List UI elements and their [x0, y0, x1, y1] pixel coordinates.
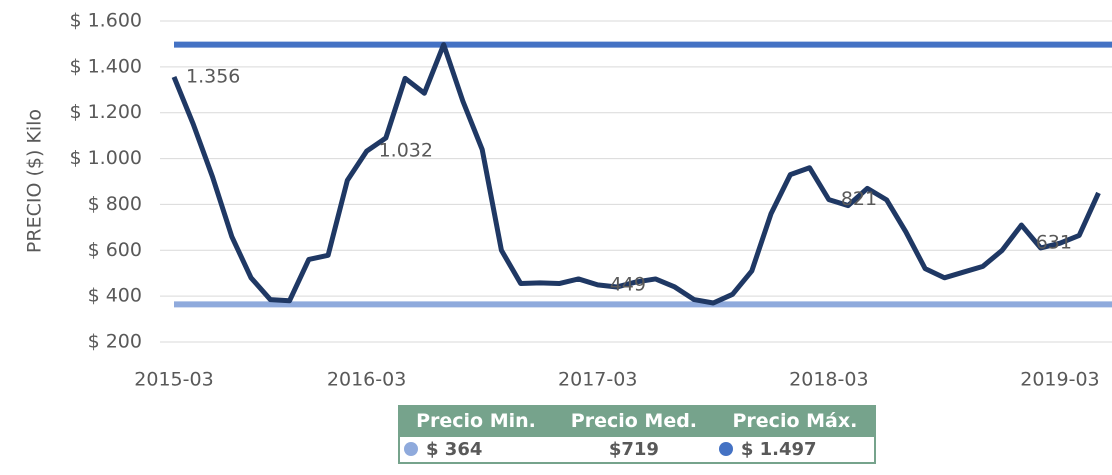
y-tick-label: $ 200	[88, 331, 142, 353]
price-line	[171, 42, 1101, 306]
y-tick-label: $ 1.400	[69, 55, 142, 77]
summary-table: Precio Min. Precio Med. Precio Máx. $ 364 $…	[398, 405, 877, 464]
y-tick-label: $ 1.600	[69, 10, 142, 32]
data-label: 631	[1036, 232, 1072, 254]
y-tick-label: $ 400	[88, 285, 142, 307]
data-label: 1.356	[186, 65, 240, 87]
summary-value: $ 1.497	[740, 439, 817, 460]
summary-value-cell: $ 364	[398, 435, 553, 464]
summary-header-cell: Precio Máx.	[713, 405, 877, 437]
x-tick-label: 2019-03	[1020, 369, 1099, 391]
x-tick-label: 2017-03	[558, 369, 637, 391]
x-tick-label: 2015-03	[134, 369, 213, 391]
y-axis-label: PRECIO ($) Kilo	[24, 109, 46, 253]
y-tick-label: $ 1.000	[69, 147, 142, 169]
legend-dot	[404, 442, 418, 456]
data-label: 449	[610, 273, 646, 295]
summary-value-cell: $719	[552, 435, 715, 464]
x-tick-label: 2016-03	[327, 369, 406, 391]
y-tick-label: $ 600	[88, 239, 142, 261]
x-tick-label: 2018-03	[789, 369, 868, 391]
y-tick-label: $ 800	[88, 193, 142, 215]
legend-dot	[718, 442, 733, 456]
summary-value: $719	[608, 439, 659, 460]
summary-values: $ 364 $719 $ 1.497	[398, 435, 877, 464]
summary-header-cell: Precio Med.	[551, 405, 716, 437]
summary-header-cell: Precio Min.	[398, 405, 554, 437]
y-tick-label: $ 1.200	[69, 101, 142, 123]
data-label: 821	[841, 188, 877, 210]
data-label: 1.032	[379, 140, 433, 162]
summary-header: Precio Min. Precio Med. Precio Máx.	[398, 405, 877, 437]
summary-value: $ 364	[426, 439, 483, 460]
summary-value-cell: $ 1.497	[714, 435, 877, 464]
chart: PRECIO ($) Kilo $ 200 $ 400 $ 600 $ 800 $ 1.…	[24, 10, 1112, 391]
